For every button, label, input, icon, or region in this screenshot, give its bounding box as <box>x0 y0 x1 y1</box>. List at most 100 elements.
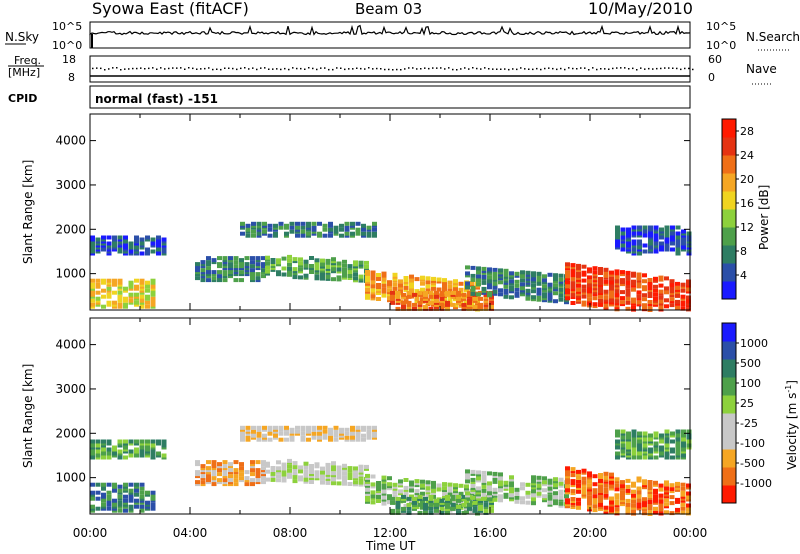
velocity-colorbar-label-main: Velocity [m s <box>785 393 799 470</box>
freq-point <box>236 68 238 71</box>
echo-cell <box>498 280 503 285</box>
colorbar-segment <box>722 377 736 396</box>
echo-cell <box>670 231 675 236</box>
echo-cell <box>306 425 311 430</box>
echo-cell <box>520 486 525 491</box>
echo-cell <box>90 449 95 454</box>
echo-cell <box>387 280 392 285</box>
echo-cell <box>376 499 381 503</box>
echo-cell <box>592 302 598 307</box>
echo-cell <box>106 292 112 297</box>
echo-cell <box>333 425 339 430</box>
echo-cell <box>361 425 366 430</box>
freq-point <box>156 68 158 70</box>
freq-point <box>576 68 578 70</box>
echo-cell <box>156 235 161 240</box>
echo-cell <box>576 271 581 276</box>
echo-cell <box>514 271 520 276</box>
echo-cell <box>520 496 525 501</box>
echo-cell <box>553 291 558 296</box>
echo-cell <box>472 500 478 505</box>
echo-cell <box>106 482 112 487</box>
echo-cell <box>392 286 398 291</box>
freq-point <box>524 68 526 70</box>
echo-cell <box>123 494 128 499</box>
echo-cell <box>139 294 145 299</box>
echo-cell <box>470 469 476 474</box>
freq-point <box>652 68 654 70</box>
echo-cell <box>261 460 266 465</box>
echo-cell <box>428 510 434 515</box>
echo-cell <box>436 277 442 282</box>
echo-cell <box>95 482 101 487</box>
echo-cell <box>106 455 112 460</box>
echo-cell <box>565 498 570 503</box>
echo-cell <box>637 231 642 236</box>
echo-cell <box>355 221 361 226</box>
echo-cell <box>228 256 233 261</box>
echo-cell <box>464 508 469 513</box>
echo-cell <box>686 231 692 236</box>
echo-cell <box>123 302 128 307</box>
echo-cell <box>631 297 636 302</box>
echo-cell <box>520 500 525 505</box>
echo-cell <box>325 274 331 279</box>
freq-point <box>396 68 398 71</box>
echo-cell <box>592 494 598 499</box>
freq-point <box>440 67 442 69</box>
echo-cell <box>442 486 447 491</box>
echo-cell <box>525 296 531 301</box>
echo-cell <box>581 284 587 289</box>
colorbar-segment <box>722 395 736 414</box>
echo-cell <box>267 425 273 430</box>
echo-cell <box>636 272 642 277</box>
freq-point <box>404 68 406 70</box>
echo-cell <box>276 478 281 483</box>
echo-cell <box>403 485 409 490</box>
echo-cell <box>150 249 156 254</box>
echo-cell <box>658 289 664 294</box>
echo-cell <box>250 264 255 269</box>
echo-cell <box>642 297 647 302</box>
x-tick-label: 12:00 <box>373 526 408 540</box>
echo-cell <box>342 263 347 268</box>
echo-cell <box>576 475 581 480</box>
colorbar-tick-label: 12 <box>740 221 754 234</box>
echo-cell <box>536 483 542 488</box>
echo-cell <box>592 508 598 513</box>
echo-cell <box>542 274 547 279</box>
echo-cell <box>278 221 284 226</box>
echo-cell <box>620 429 626 434</box>
echo-cell <box>653 494 658 499</box>
freq-point <box>692 68 694 71</box>
echo-cell <box>211 460 217 465</box>
echo-cell <box>250 472 255 477</box>
echo-cell <box>417 494 423 499</box>
echo-cell <box>412 302 417 307</box>
echo-cell <box>659 445 664 450</box>
freq-point <box>348 68 350 70</box>
echo-cell <box>261 466 266 471</box>
echo-cell <box>287 472 292 477</box>
echo-cell <box>615 235 620 240</box>
echo-cell <box>365 269 370 274</box>
echo-cell <box>450 290 456 295</box>
echo-cell <box>547 282 553 287</box>
freq-point <box>248 68 250 70</box>
echo-cell <box>445 494 450 499</box>
echo-cell <box>101 439 106 444</box>
echo-cell <box>339 427 344 432</box>
velocity-panel: 1000 2000 3000 4000 00:00 04:00 08:00 12:00 16:0… <box>21 317 799 553</box>
echo-cell <box>558 481 564 486</box>
colorbar-tick-label: 1000 <box>740 337 768 350</box>
echo-cell <box>128 504 134 509</box>
echo-cell <box>239 472 244 477</box>
freq-point <box>664 67 666 69</box>
echo-cell <box>117 290 123 295</box>
echo-cell <box>289 427 295 432</box>
freq-point <box>252 67 254 69</box>
echo-cell <box>287 458 292 463</box>
echo-cell <box>101 294 106 299</box>
echo-cell <box>336 465 342 470</box>
